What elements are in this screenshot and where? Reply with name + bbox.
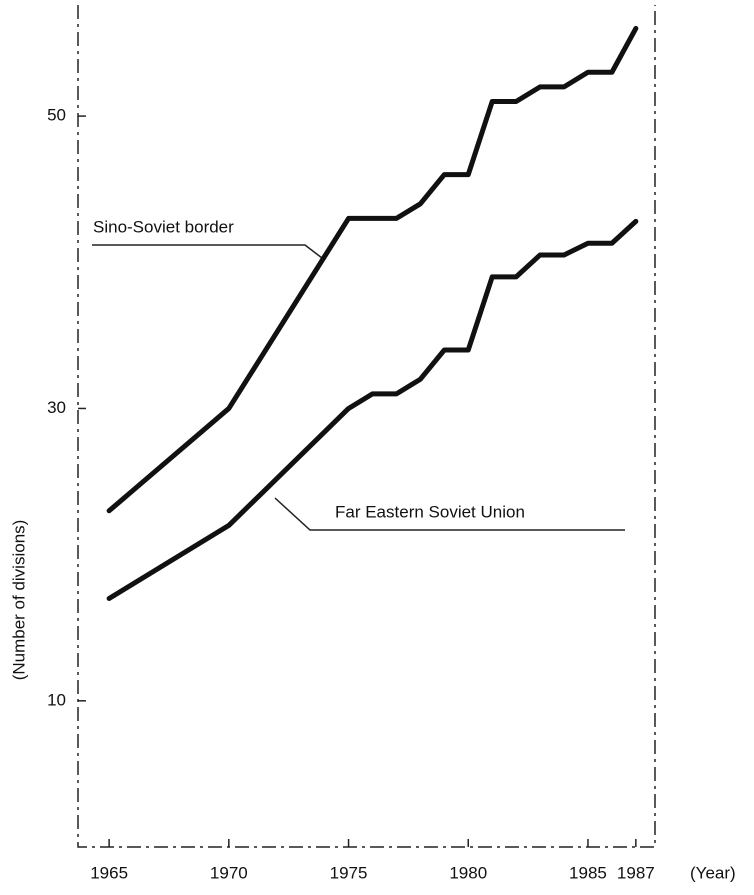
x-tick-label: 1970 [210, 863, 248, 882]
y-tick-label: 10 [47, 690, 66, 709]
series-line [106, 25, 639, 514]
axes [77, 5, 656, 848]
x-tick-label: 1965 [90, 863, 128, 882]
y-tick-label: 50 [47, 106, 66, 125]
x-tick-label: 1980 [449, 863, 487, 882]
x-tick-label: 1987 [617, 863, 655, 882]
y-tick-label: 30 [47, 398, 66, 417]
leader-line [274, 497, 625, 531]
x-tick-label: 1975 [330, 863, 368, 882]
leader-line [92, 244, 323, 259]
x-tick-label: 1985 [569, 863, 607, 882]
series-line [106, 218, 639, 601]
x-axis-label: (Year) [690, 863, 736, 882]
series-label: Sino-Soviet border [93, 217, 234, 236]
series-label: Far Eastern Soviet Union [335, 502, 525, 521]
y-axis-label: (Number of divisions) [9, 520, 28, 681]
